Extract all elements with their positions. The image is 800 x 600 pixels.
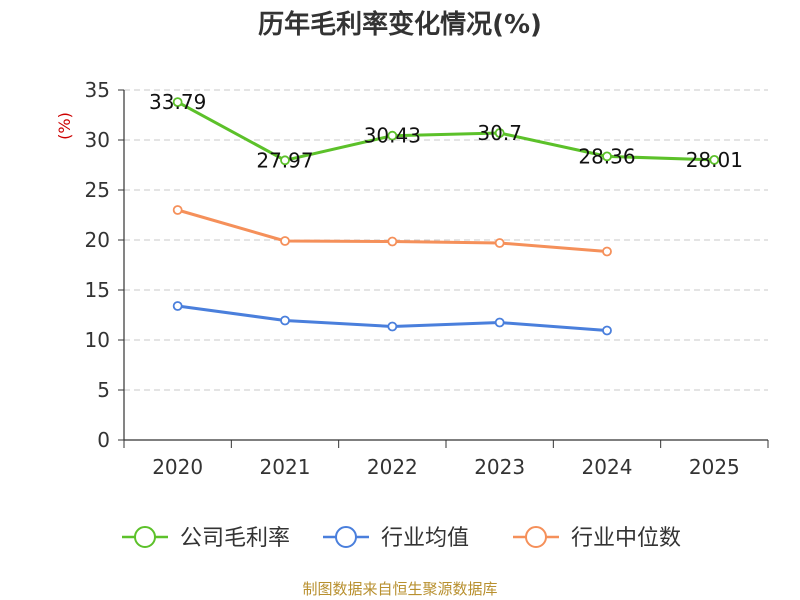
y-tick-label: 20 [85, 228, 110, 252]
series-lines [172, 97, 720, 336]
data-point [172, 205, 183, 215]
y-tick-label: 10 [85, 328, 110, 352]
series-line [176, 100, 715, 162]
x-tick-label: 2023 [474, 455, 525, 479]
x-tick-label: 2022 [367, 455, 418, 479]
data-point [387, 321, 398, 332]
data-point [602, 246, 612, 257]
data-point [280, 155, 290, 166]
x-tick-label: 2021 [260, 455, 311, 479]
data-label: 30.7 [477, 121, 522, 145]
data-point [280, 236, 290, 246]
chart-title: 历年毛利率变化情况(%) [258, 10, 542, 40]
data-point [172, 97, 183, 107]
legend-marker [335, 526, 357, 548]
legend-label: 行业均值 [381, 526, 469, 551]
legend: 公司毛利率 行业均值 行业中位数 [122, 526, 681, 551]
data-point [387, 130, 398, 141]
y-axis-label: (%) [55, 112, 74, 140]
y-tick-label: 30 [85, 128, 110, 152]
legend-marker [134, 526, 156, 548]
data-label: 33.79 [149, 90, 206, 114]
legend-label: 行业中位数 [571, 526, 681, 551]
y-tick-label: 15 [85, 278, 110, 302]
axes [123, 90, 768, 441]
data-point [602, 325, 612, 336]
x-axis-ticks: 2020 2021 2022 2023 2024 2025 [123, 440, 769, 479]
data-point [280, 315, 290, 326]
data-point [602, 151, 612, 162]
x-tick-label: 2020 [152, 455, 203, 479]
data-label: 27.97 [256, 148, 313, 172]
data-label: 28.36 [578, 144, 635, 168]
x-tick-label: 2024 [582, 455, 633, 479]
data-point [709, 154, 720, 165]
legend-label: 公司毛利率 [180, 526, 290, 551]
y-axis-ticks: 0 5 10 15 20 25 30 35 [85, 78, 124, 452]
data-point [387, 236, 398, 247]
data-label: 30.43 [364, 124, 421, 148]
data-point [494, 128, 505, 138]
data-point [494, 238, 505, 248]
data-point [494, 317, 505, 328]
y-tick-label: 0 [97, 428, 110, 452]
y-tick-label: 35 [85, 78, 110, 102]
source-note: 制图数据来自恒生聚源数据库 [302, 580, 498, 598]
data-label: 28.01 [686, 148, 743, 172]
x-tick-label: 2025 [689, 455, 740, 479]
grid-lines [124, 89, 768, 391]
legend-marker [525, 526, 547, 548]
data-labels: 33.79 27.97 30.43 30.7 28.36 28.01 [149, 90, 743, 172]
data-point [172, 301, 183, 311]
y-tick-label: 5 [97, 378, 110, 402]
y-tick-label: 25 [85, 178, 110, 202]
